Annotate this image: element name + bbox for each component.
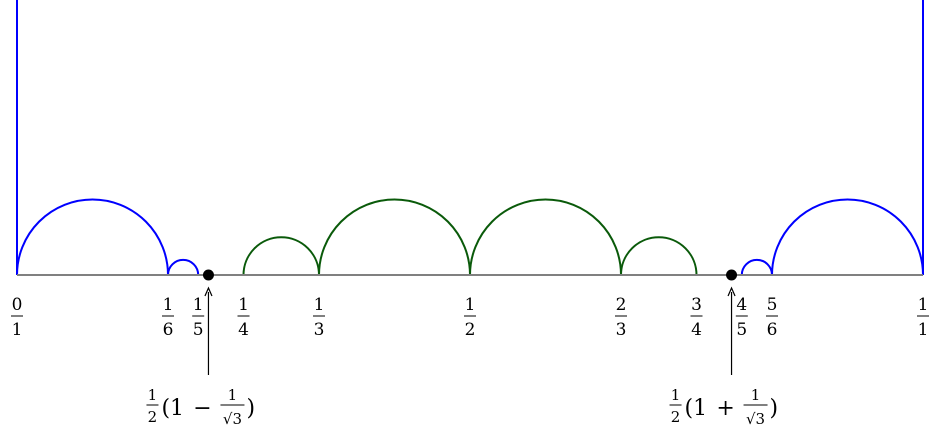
- fraction-label: 34: [690, 295, 703, 340]
- arrow-head: [727, 286, 736, 297]
- fraction-denominator: 4: [691, 320, 702, 340]
- fraction-label: 01: [11, 295, 23, 340]
- label-open-paren: (1: [161, 396, 184, 421]
- half-denominator: 2: [148, 408, 158, 426]
- fraction-label: 13: [313, 295, 325, 340]
- fraction-denominator: 3: [314, 320, 325, 340]
- inner-geodesic-arc: [469, 198, 622, 276]
- outer-geodesic-arc: [771, 198, 924, 276]
- outer-geodesic-arc: [167, 258, 200, 276]
- inner-geodesic-arc: [242, 236, 320, 276]
- fraction-numerator: 1: [193, 295, 204, 315]
- fraction-numerator: 4: [736, 295, 747, 315]
- label-sign: −: [193, 396, 211, 421]
- marked-point-dot: [202, 269, 214, 281]
- half-denominator: 2: [671, 408, 681, 426]
- point-annotations-layer: 12 (1 −1√3)12 (1 +1√3): [146, 286, 779, 428]
- point-label: 1 2 (1 +1 √3): [669, 386, 779, 428]
- fraction-numerator: 1: [314, 295, 325, 315]
- sqrt-three-denominator: √3: [746, 410, 765, 428]
- fraction-denominator: 4: [238, 320, 249, 340]
- fraction-numerator: 1: [238, 295, 249, 315]
- point-label: 12 (1 −1√3): [146, 386, 255, 428]
- fraction-numerator: 0: [12, 295, 23, 315]
- fraction-denominator: 6: [163, 320, 174, 340]
- fraction-denominator: 1: [918, 320, 929, 340]
- fraction-denominator: 2: [465, 320, 476, 340]
- inner-numerator: 1: [228, 386, 238, 404]
- marked-point-dot: [726, 269, 738, 281]
- geodesics-layer: [16, 0, 924, 276]
- inner-numerator: 1: [751, 386, 761, 404]
- points-layer: [202, 269, 738, 281]
- fraction-denominator: 5: [736, 320, 747, 340]
- label-close-paren: ): [770, 396, 779, 421]
- fraction-denominator: 1: [12, 320, 23, 340]
- fraction-label: 16: [162, 295, 174, 340]
- outer-geodesic-arc: [16, 198, 169, 276]
- fraction-numerator: 3: [691, 295, 702, 315]
- fraction-label: 45: [735, 295, 748, 340]
- inner-geodesic-arc: [318, 198, 471, 276]
- fraction-numerator: 1: [163, 295, 174, 315]
- label-close-paren: ): [246, 396, 255, 421]
- outer-geodesic-arc: [740, 258, 773, 276]
- fraction-denominator: 3: [616, 320, 627, 340]
- inner-geodesic-arc: [620, 236, 698, 276]
- fraction-denominator: 6: [767, 320, 778, 340]
- half-numerator: 1: [671, 386, 681, 404]
- fraction-label: 12: [464, 295, 476, 340]
- arrow-head: [204, 286, 213, 297]
- fraction-label: 56: [766, 295, 778, 340]
- fraction-label: 14: [237, 295, 250, 340]
- fraction-label: 23: [615, 295, 627, 340]
- fraction-denominator: 5: [193, 320, 204, 340]
- sqrt-three-denominator: √3: [223, 410, 242, 428]
- fraction-numerator: 5: [767, 295, 778, 315]
- label-open-paren: (1: [685, 396, 708, 421]
- fraction-label: 15: [192, 295, 205, 340]
- half-numerator: 1: [148, 386, 158, 404]
- label-sign: +: [716, 396, 734, 421]
- fraction-numerator: 2: [616, 295, 627, 315]
- fraction-numerator: 1: [465, 295, 476, 315]
- fraction-label: 11: [917, 295, 929, 340]
- fraction-numerator: 1: [918, 295, 929, 315]
